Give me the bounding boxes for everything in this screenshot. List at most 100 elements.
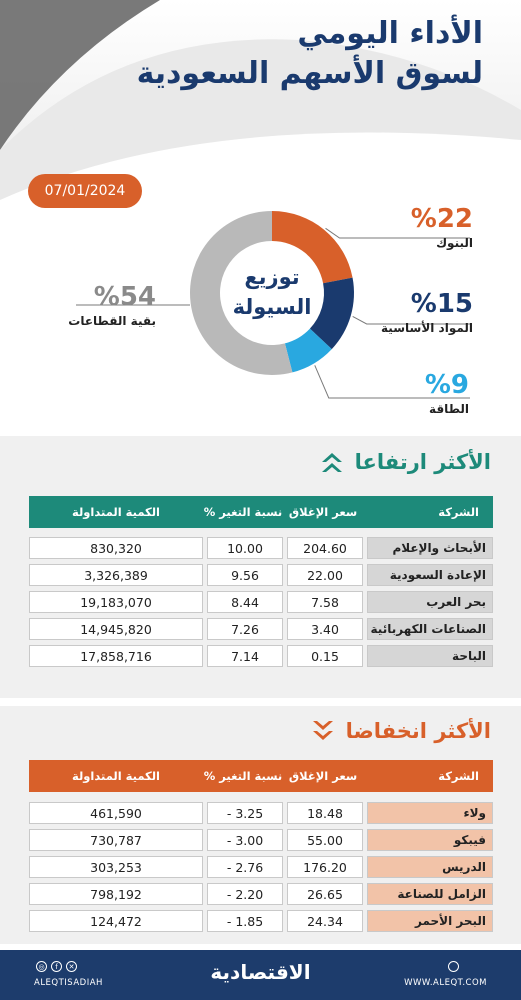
cell-close: 26.65	[287, 883, 363, 905]
donut-slice-0	[272, 211, 353, 284]
brand-logo: الاقتصادية	[210, 960, 311, 984]
cell-close: 22.00	[287, 564, 363, 586]
stat-banks: %22 البنوك	[411, 204, 473, 250]
stat-materials-pct: %15	[410, 289, 473, 319]
title-line-2: لسوق الأسهم السعودية	[136, 56, 483, 91]
cell-change: 9.56	[207, 564, 283, 586]
table-row: الأبحاث والإعلام 204.60 10.00 830,320	[29, 537, 493, 559]
cell-change: 10.00	[207, 537, 283, 559]
cell-volume: 19,183,070	[29, 591, 203, 613]
table-row: الباحة 0.15 7.14 17,858,716	[29, 645, 493, 667]
liquidity-donut-chart: توزيع السيولة	[76, 211, 470, 399]
losers-heading: الأكثر انخفاضا	[310, 719, 491, 743]
cell-change: 3.00 -	[207, 829, 283, 851]
stat-energy-label: الطاقة	[429, 402, 469, 416]
col-volume: الكمية المتداولة	[71, 505, 161, 519]
donut-center-label-1: توزيع	[244, 265, 299, 289]
cell-company: بحر العرب	[367, 591, 493, 613]
table-row: ولاء 18.48 3.25 -461,590	[29, 802, 493, 824]
cell-close: 176.20	[287, 856, 363, 878]
social-handle[interactable]: ALEQTISADIAH	[34, 978, 103, 988]
cell-change: 7.26	[207, 618, 283, 640]
cell-volume: 798,192	[29, 883, 203, 905]
stat-others-label: بقية القطاعات	[68, 314, 156, 328]
cell-company: ولاء	[367, 802, 493, 824]
leader-line-0	[325, 227, 470, 239]
stat-banks-label: البنوك	[436, 236, 473, 250]
cell-volume: 14,945,820	[29, 618, 203, 640]
cell-change: 2.76 -	[207, 856, 283, 878]
gainers-table: الأبحاث والإعلام 204.60 10.00 830,320 الإعاد…	[29, 537, 493, 672]
cell-volume: 17,858,716	[29, 645, 203, 667]
stat-banks-pct: %22	[410, 204, 473, 234]
cell-volume: 730,787	[29, 829, 203, 851]
gainers-heading: الأكثر ارتفاعا	[319, 450, 491, 474]
cell-close: 24.34	[287, 910, 363, 932]
stat-materials: %15 المواد الأساسية	[381, 289, 473, 335]
title-line-1: الأداء اليومي	[297, 16, 483, 51]
table-row: الإعادة السعودية 22.00 9.56 3,326,389	[29, 564, 493, 586]
cell-company: الأبحاث والإعلام	[367, 537, 493, 559]
cell-close: 55.00	[287, 829, 363, 851]
cell-change: 7.14	[207, 645, 283, 667]
losers-table-header: الشركة سعر الإغلاق نسبة التغير % الكمية …	[29, 760, 493, 792]
footer: ◎ f ✕ ALEQTISADIAH الاقتصادية WWW.ALEQT.…	[0, 950, 521, 1000]
leader-line-2	[314, 365, 470, 399]
stat-energy: %9 الطاقة	[425, 370, 469, 416]
donut-center-label-2: السيولة	[233, 295, 312, 319]
double-chevron-up-icon	[321, 453, 342, 472]
col-change: نسبة التغير %	[203, 505, 283, 519]
x-icon[interactable]: ✕	[66, 961, 77, 972]
cell-company: الباحة	[367, 645, 493, 667]
cell-close: 0.15	[287, 645, 363, 667]
table-row: بحر العرب 7.58 8.44 19,183,070	[29, 591, 493, 613]
gainers-table-header: الشركة سعر الإغلاق نسبة التغير % الكمية …	[29, 496, 493, 528]
col-volume: الكمية المتداولة	[71, 769, 161, 783]
donut-slice-2	[284, 328, 332, 373]
instagram-icon[interactable]: ◎	[36, 961, 47, 972]
losers-title: الأكثر انخفاضا	[345, 719, 491, 743]
date-badge: 07/01/2024	[28, 174, 142, 208]
cell-close: 7.58	[287, 591, 363, 613]
stat-others: %54 بقية القطاعات	[46, 282, 156, 328]
cell-company: البحر الأحمر	[367, 910, 493, 932]
double-chevron-down-icon	[312, 721, 333, 740]
donut-slice-1	[309, 277, 354, 350]
cell-company: الصناعات الكهربائية	[367, 618, 493, 640]
gainers-title: الأكثر ارتفاعا	[354, 450, 491, 474]
col-company: الشركة	[438, 769, 479, 783]
table-row: الزامل للصناعة 26.65 2.20 -798,192	[29, 883, 493, 905]
col-close: سعر الإغلاق	[288, 505, 358, 519]
stat-materials-label: المواد الأساسية	[381, 321, 473, 335]
cell-close: 3.40	[287, 618, 363, 640]
cell-change: 1.85 -	[207, 910, 283, 932]
stat-others-pct: %54	[93, 282, 156, 312]
table-row: فيبكو 55.00 3.00 -730,787	[29, 829, 493, 851]
cell-company: الزامل للصناعة	[367, 883, 493, 905]
facebook-icon[interactable]: f	[51, 961, 62, 972]
cell-volume: 461,590	[29, 802, 203, 824]
col-change: نسبة التغير %	[203, 769, 283, 783]
website-link[interactable]: WWW.ALEQT.COM	[404, 978, 487, 988]
stat-energy-pct: %9	[424, 370, 469, 400]
cell-close: 18.48	[287, 802, 363, 824]
table-row: الصناعات الكهربائية 3.40 7.26 14,945,820	[29, 618, 493, 640]
col-close: سعر الإغلاق	[288, 769, 358, 783]
losers-table: ولاء 18.48 3.25 -461,590 فيبكو 55.00 3.00 -73…	[29, 802, 493, 937]
globe-icon	[448, 961, 459, 972]
cell-company: فيبكو	[367, 829, 493, 851]
cell-company: الإعادة السعودية	[367, 564, 493, 586]
col-company: الشركة	[438, 505, 479, 519]
cell-volume: 3,326,389	[29, 564, 203, 586]
cell-change: 2.20 -	[207, 883, 283, 905]
cell-change: 8.44	[207, 591, 283, 613]
donut-slice-3	[189, 211, 293, 375]
cell-close: 204.60	[287, 537, 363, 559]
cell-volume: 303,253	[29, 856, 203, 878]
table-row: الدريس 176.20 2.76 -303,253	[29, 856, 493, 878]
cell-company: الدريس	[367, 856, 493, 878]
cell-volume: 830,320	[29, 537, 203, 559]
cell-volume: 124,472	[29, 910, 203, 932]
leader-line-1	[352, 315, 470, 325]
page-title: الأداء اليومي لسوق الأسهم السعودية	[137, 14, 483, 94]
